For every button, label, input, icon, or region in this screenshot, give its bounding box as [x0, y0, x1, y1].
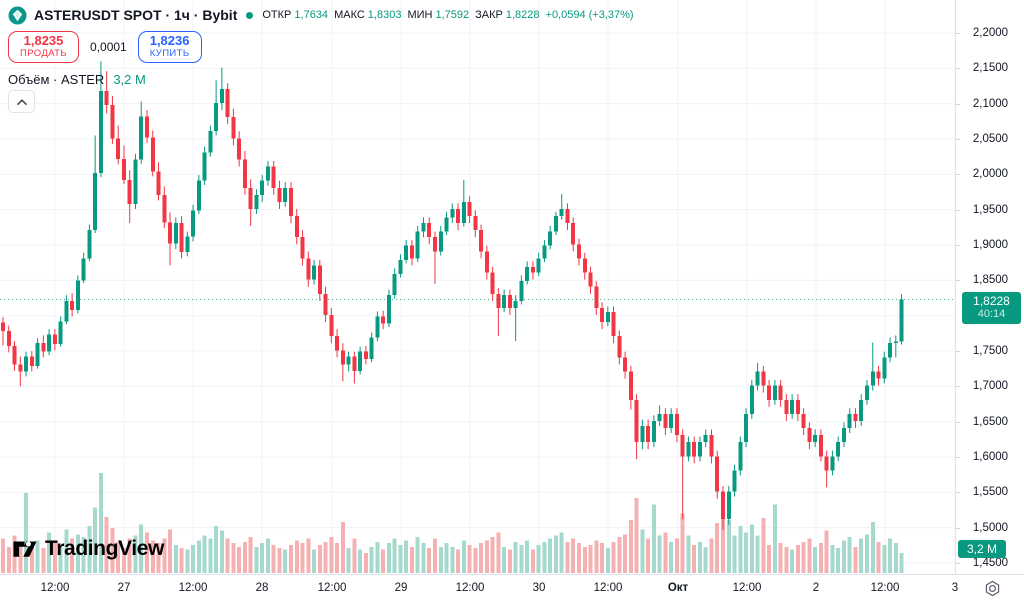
time-axis-label: 12:00 — [40, 582, 70, 594]
high-label: МАКС — [334, 9, 365, 21]
open-value: 1,7634 — [294, 9, 329, 21]
price-axis-tick — [956, 245, 960, 246]
time-axis-label: 2 — [812, 582, 820, 594]
time-axis-label: 27 — [117, 582, 131, 594]
open-label: ОТКР — [262, 9, 292, 21]
volume-axis-badge: 3,2 М — [958, 540, 1007, 558]
close-value: 1,8228 — [505, 9, 540, 21]
price-axis-label: 1,8500 — [972, 274, 1009, 287]
volume-legend-label: Объём · ASTER — [8, 72, 105, 87]
high-value: 1,8303 — [367, 9, 402, 21]
price-axis-label: 2,0500 — [972, 133, 1009, 145]
price-axis-tick — [956, 457, 960, 458]
bar-countdown: 40:14 — [977, 307, 1006, 320]
time-axis-label: 12:00 — [593, 582, 623, 594]
tradingview-logo-icon — [12, 537, 38, 561]
time-axis-label: 30 — [532, 582, 546, 594]
price-axis-label: 1,5500 — [972, 486, 1009, 499]
price-axis-tick — [956, 103, 960, 105]
sell-label: ПРОДАТЬ — [20, 47, 68, 59]
price-axis-label: 1,6500 — [972, 415, 1009, 428]
sell-button[interactable]: 1,8235 ПРОДАТЬ — [8, 31, 80, 64]
change-value: +0,0594 (+3,37%) — [545, 9, 634, 21]
last-price-badge: 1,8228 40:14 — [962, 291, 1021, 324]
price-axis-tick — [956, 421, 960, 423]
tradingview-brand-text: TradingView — [45, 537, 164, 560]
gear-icon[interactable] — [983, 579, 1002, 602]
time-axis-label: 12:00 — [317, 582, 347, 594]
close-label: ЗАКР — [475, 9, 503, 21]
price-axis-label: 1,9000 — [972, 239, 1009, 251]
price-axis-tick — [956, 209, 960, 211]
trade-panel: 1,8235 ПРОДАТЬ 0,0001 1,8236 КУПИТЬ — [8, 31, 202, 64]
price-axis-label: 1,7500 — [972, 345, 1009, 357]
buy-label: КУПИТЬ — [149, 47, 190, 59]
chart-legend: ASTERUSDT SPOT · 1ч · Bybit ОТКР 1,7634 … — [8, 5, 634, 25]
time-axis-label: Окт — [667, 582, 689, 594]
price-axis-tick — [956, 492, 960, 494]
buy-price: 1,8236 — [149, 33, 190, 48]
time-axis-label: 29 — [394, 582, 408, 594]
price-axis-tick — [956, 351, 960, 352]
price-axis-tick — [956, 280, 960, 282]
time-axis-label: 28 — [255, 582, 269, 594]
market-status-icon — [246, 11, 254, 19]
time-axis[interactable]: 12:00 27 12:00 28 12:00 29 12:00 30 12:00 Окт 12:0… — [0, 574, 1024, 602]
time-axis-label: 12:00 — [455, 582, 485, 594]
low-label: МИН — [407, 9, 433, 21]
price-axis-tick — [956, 139, 960, 140]
symbol-logo-icon — [8, 6, 27, 25]
time-axis-label: 12:00 — [732, 582, 762, 594]
price-axis-label: 1,5000 — [972, 521, 1009, 534]
low-value: 1,7592 — [435, 9, 470, 21]
price-axis-label: 1,4500 — [972, 557, 1009, 569]
price-axis-tick — [956, 386, 960, 388]
price-axis-label: 2,0000 — [972, 168, 1009, 181]
price-axis-label: 1,7000 — [972, 380, 1009, 393]
volume-legend: Объём · ASTER 3,2 М — [8, 72, 146, 87]
price-axis-label: 1,9500 — [972, 203, 1009, 216]
price-chart[interactable] — [0, 0, 955, 574]
price-axis-label: 2,2000 — [972, 27, 1009, 39]
price-axis-label: 2,1000 — [972, 97, 1009, 110]
price-axis-label: 2,1500 — [972, 62, 1009, 75]
ohlc-values: ОТКР 1,7634 МАКС 1,8303 МИН 1,7592 ЗАКР … — [262, 9, 633, 21]
time-axis-label: 12:00 — [178, 582, 208, 594]
price-axis-tick — [956, 33, 960, 34]
time-axis-label: 12:00 — [870, 582, 900, 594]
volume-legend-value: 3,2 М — [113, 72, 146, 87]
buy-button[interactable]: 1,8236 КУПИТЬ — [137, 31, 202, 64]
symbol-title[interactable]: ASTERUSDT SPOT · 1ч · Bybit — [34, 7, 238, 23]
tradingview-watermark[interactable]: TradingView — [12, 537, 164, 561]
sell-price: 1,8235 — [23, 33, 64, 48]
collapse-legend-button[interactable] — [8, 90, 35, 113]
last-price-value: 1,8228 — [973, 293, 1010, 308]
price-axis-tick — [956, 174, 960, 176]
chevron-up-icon — [16, 98, 28, 106]
price-axis-tick — [956, 563, 960, 564]
price-axis-label: 1,6000 — [972, 451, 1009, 463]
price-axis-tick — [956, 527, 960, 529]
price-axis[interactable]: 2,2000 2,1500 2,1000 2,0500 2,0000 1,9500 1,90… — [955, 0, 1024, 574]
spread-value: 0,0001 — [90, 40, 127, 55]
price-axis-tick — [956, 68, 960, 70]
time-axis-label: 3 — [951, 582, 959, 594]
